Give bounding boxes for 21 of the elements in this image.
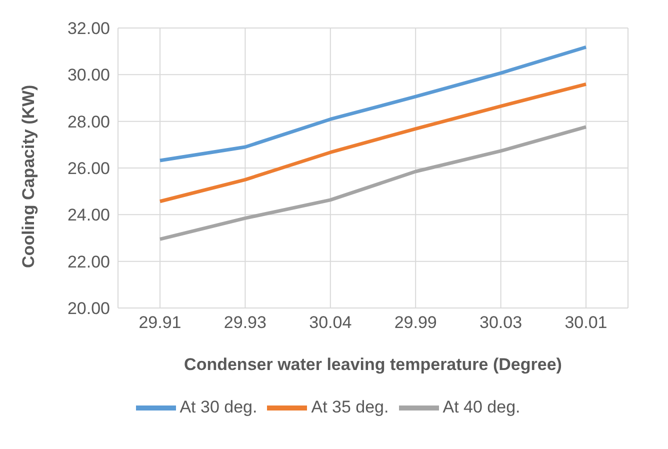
y-tick-label: 20.00 [67,299,110,318]
legend-label: At 30 deg. [180,397,258,416]
line-series [158,125,588,241]
x-tick-label: 29.91 [138,313,182,332]
x-tick-label: 29.99 [394,313,437,332]
y-tick-label: 26.00 [67,159,110,178]
y-tick-label: 22.00 [67,252,110,272]
x-tick-label: 30.03 [480,313,522,332]
y-tick-label: 30.00 [67,66,110,85]
x-axis-title: Condenser water leaving temperature (Degree) [184,355,562,374]
y-axis-title: Cooling Capacity (KW) [19,84,38,268]
line-series [158,45,588,162]
y-tick-label: 28.00 [67,112,110,132]
line-series [158,82,588,204]
x-tick-label: 30.01 [564,313,608,332]
legend-label: At 40 deg. [442,397,520,416]
x-tick-label: 29.93 [224,313,266,332]
legend-label: At 35 deg. [311,397,389,416]
y-tick-label: 24.00 [67,206,110,225]
y-tick-label: 32.00 [67,19,110,38]
x-tick-label: 30.04 [309,313,352,332]
